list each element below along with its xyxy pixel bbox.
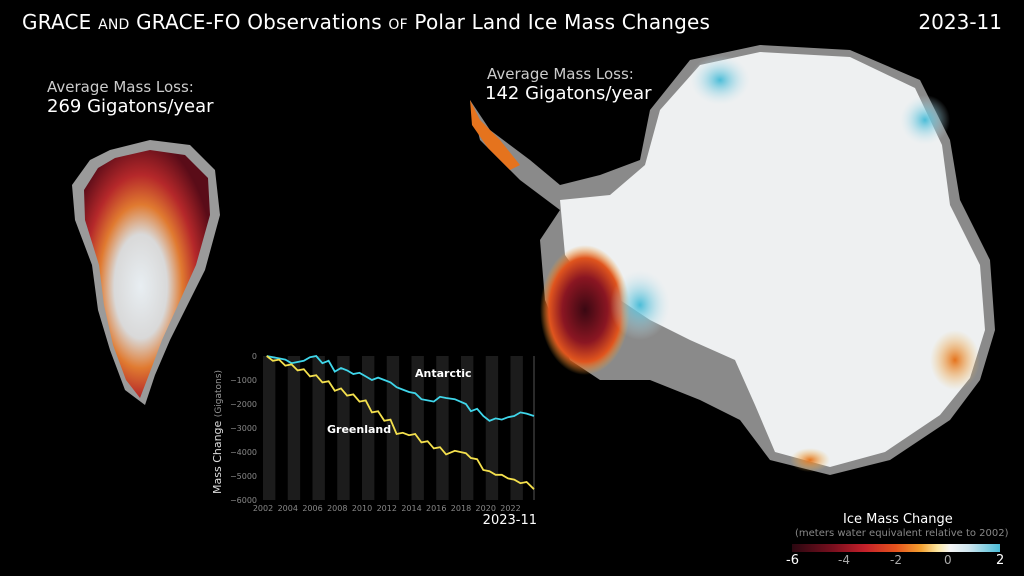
- colorbar: [792, 544, 1000, 552]
- y-tick-label: −4000: [230, 448, 257, 457]
- x-tick-label: 2016: [426, 504, 446, 513]
- x-tick-label: 2012: [377, 504, 397, 513]
- year-band: [337, 356, 350, 500]
- y-tick-label: 0: [252, 352, 257, 361]
- series-label-greenland: Greenland: [327, 423, 391, 436]
- title-part: Polar Land Ice Mass Changes: [407, 10, 711, 34]
- antarctica-loss-label: Average Mass Loss:: [487, 65, 634, 83]
- year-band: [263, 356, 276, 500]
- y-tick-label: −2000: [230, 400, 257, 409]
- colorbar-tick: 2: [996, 553, 1005, 568]
- series-line-antarctic: [266, 355, 535, 422]
- year-band: [312, 356, 325, 500]
- x-tick-label: 2020: [476, 504, 496, 513]
- year-band: [411, 356, 424, 500]
- year-band: [386, 356, 400, 500]
- colorbar-subtitle: (meters water equivalent relative to 200…: [795, 528, 1009, 539]
- greenland-loss-label: Average Mass Loss:: [47, 78, 194, 96]
- x-tick-label: 2010: [352, 504, 372, 513]
- page-title: GRACE and GRACE-FO Observations of Polar…: [22, 10, 710, 34]
- y-axis-unit: (Gigatons): [214, 370, 224, 417]
- x-tick-label: 2014: [401, 504, 421, 513]
- x-tick-label: 2004: [278, 504, 298, 513]
- x-tick-label: 2008: [327, 504, 347, 513]
- y-tick-label: −5000: [230, 472, 257, 481]
- colorbar-tick: -6: [786, 553, 799, 568]
- title-part: and: [98, 10, 130, 34]
- y-axis-label: Mass Change (Gigatons): [211, 370, 224, 494]
- year-band: [460, 356, 474, 500]
- title-part: GRACE-FO Observations: [129, 10, 389, 34]
- y-tick-label: −1000: [230, 376, 257, 385]
- greenland-loss-value: 269 Gigatons/year: [47, 96, 214, 117]
- year-band: [436, 356, 449, 500]
- current-date: 2023-11: [918, 10, 1002, 34]
- x-tick-label: 2002: [253, 504, 273, 513]
- x-tick-label: 2006: [302, 504, 322, 513]
- title-part: of: [388, 10, 408, 34]
- title-part: GRACE: [22, 10, 99, 34]
- year-band: [361, 356, 375, 500]
- colorbar-tick: -2: [890, 553, 902, 567]
- colorbar-tick: 0: [944, 553, 952, 567]
- antarctica-map: [470, 45, 995, 475]
- series-line-greenland: [266, 355, 535, 490]
- greenland-map: [72, 140, 220, 405]
- year-band: [510, 356, 523, 500]
- series-label-antarctic: Antarctic: [415, 367, 472, 380]
- chart-date-label: 2023-11: [483, 513, 537, 528]
- antarctica-loss-value: 142 Gigatons/year: [485, 83, 652, 104]
- colorbar-tick: -4: [838, 553, 850, 567]
- x-tick-label: 2022: [500, 504, 520, 513]
- y-tick-label: −6000: [230, 496, 257, 505]
- year-band: [287, 356, 301, 500]
- y-tick-label: −3000: [230, 424, 257, 433]
- x-tick-label: 2018: [451, 504, 471, 513]
- year-band: [485, 356, 499, 500]
- colorbar-title: Ice Mass Change: [843, 512, 953, 527]
